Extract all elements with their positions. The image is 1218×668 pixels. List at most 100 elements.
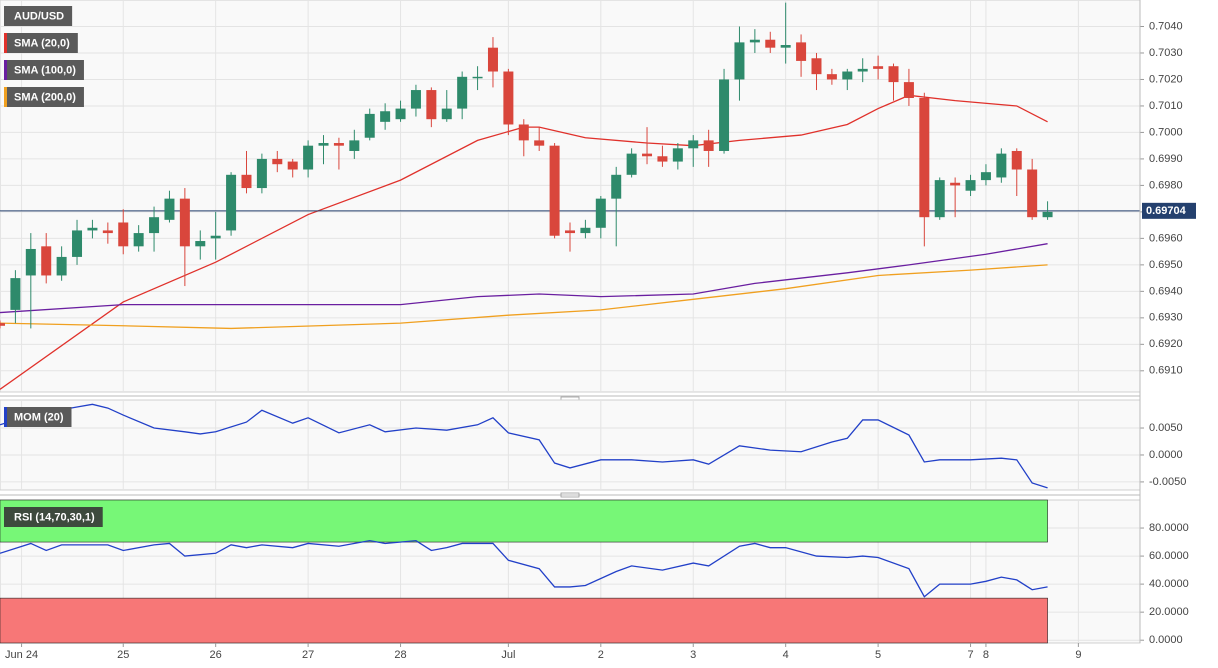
candle-body (272, 158, 283, 165)
candle-body (25, 248, 36, 276)
y-tick-label: 0.7040 (1149, 20, 1183, 32)
y-tick-label: 0.6950 (1149, 259, 1183, 271)
candle-body (1011, 150, 1022, 170)
candle-body (980, 172, 991, 181)
candle-body (642, 153, 653, 157)
y-tick-label: 80.0000 (1149, 522, 1189, 534)
y-tick-label: 0.0000 (1149, 634, 1183, 646)
candle-body (580, 227, 591, 234)
y-tick-label: 0.6930 (1149, 312, 1183, 324)
candle-body (719, 79, 730, 151)
x-tick-label: 25 (117, 649, 129, 661)
y-tick-label: 0.7000 (1149, 126, 1183, 138)
candle-body (595, 198, 606, 228)
candle-body (919, 98, 930, 218)
y-tick-label: 0.0050 (1149, 422, 1183, 434)
x-tick-label: 28 (394, 649, 406, 661)
x-tick-label: 7 (967, 649, 973, 661)
y-tick-label: 0.7010 (1149, 100, 1183, 112)
indicator-line (0, 539, 1048, 598)
x-tick-label: Jul (501, 649, 515, 661)
legend-label: SMA (200,0) (14, 91, 76, 103)
y-tick-label: 0.6910 (1149, 365, 1183, 377)
candle-body (503, 71, 514, 125)
y-tick-label: -0.0050 (1149, 476, 1186, 488)
candle-body (102, 230, 113, 234)
indicator-line (0, 403, 1048, 489)
x-tick-label: 27 (302, 649, 314, 661)
candle-body (349, 140, 360, 151)
candle-body (903, 82, 914, 98)
candle-body (472, 76, 483, 79)
candle-body (0, 323, 5, 326)
candle-body (996, 153, 1007, 178)
candle-body (672, 148, 683, 162)
x-tick-label: 2 (598, 649, 604, 661)
candle-body (950, 182, 961, 186)
candle-body (565, 230, 575, 234)
candle-body (364, 113, 375, 138)
legend-swatch (4, 87, 7, 107)
legend-label: AUD/USD (14, 10, 64, 22)
x-tick-label: 3 (690, 649, 696, 661)
candle-body (457, 76, 468, 109)
y-tick-label: 0.6920 (1149, 338, 1183, 350)
x-tick-label: 8 (983, 649, 989, 661)
plot-area (0, 0, 1141, 393)
candle-body (395, 108, 406, 120)
candle-body (195, 241, 206, 247)
candle-body (1027, 169, 1038, 218)
overbought-band (0, 499, 1048, 543)
candle-body (179, 198, 190, 247)
candle-body (380, 111, 391, 122)
candle-body (734, 42, 745, 80)
candle-body (703, 140, 714, 151)
candle-body (688, 140, 699, 149)
candle-body (241, 174, 252, 189)
candle-body (626, 153, 637, 175)
legend-swatch (4, 33, 7, 53)
y-tick-label: 0.6990 (1149, 153, 1183, 165)
candle-body (934, 180, 945, 218)
candle-body (796, 42, 807, 61)
candle-body (318, 143, 329, 146)
candle-body (41, 246, 52, 276)
legend-box (4, 33, 78, 53)
y-tick-label: 0.7020 (1149, 73, 1183, 85)
x-tick-label: 9 (1075, 649, 1081, 661)
candle-body (487, 47, 498, 72)
x-tick-label: 5 (875, 649, 881, 661)
candle-body (1042, 211, 1053, 218)
candle-body (873, 66, 884, 69)
legend-label: SMA (100,0) (14, 64, 76, 76)
x-tick-label: Jun 24 (5, 649, 38, 661)
candle-body (72, 230, 83, 257)
sma-line (0, 243, 1048, 314)
candle-body (534, 140, 545, 146)
last-price-label: 0.69704 (1146, 205, 1187, 217)
y-tick-label: 20.0000 (1149, 606, 1189, 618)
legend-label: SMA (20,0) (14, 37, 70, 49)
candle-body (811, 58, 822, 75)
candle-body (10, 278, 21, 310)
x-tick-label: 26 (210, 649, 222, 661)
candle-body (826, 74, 837, 80)
candle-body (857, 68, 868, 72)
candle-body (256, 158, 267, 189)
candle-body (303, 145, 314, 170)
candle-body (410, 90, 421, 109)
oversold-band (0, 597, 1048, 644)
legend-box (4, 6, 73, 26)
candle-body (164, 198, 175, 220)
candle-body (287, 161, 298, 170)
y-tick-label: 0.7030 (1149, 47, 1183, 59)
candle-body (210, 235, 221, 239)
candle-body (842, 71, 853, 80)
legend-box (4, 60, 84, 80)
candle-body (611, 174, 622, 199)
legend-box (4, 87, 84, 107)
candle-body (780, 45, 791, 48)
candle-body (888, 66, 899, 83)
candle-body (765, 39, 776, 48)
candle-body (56, 256, 67, 276)
